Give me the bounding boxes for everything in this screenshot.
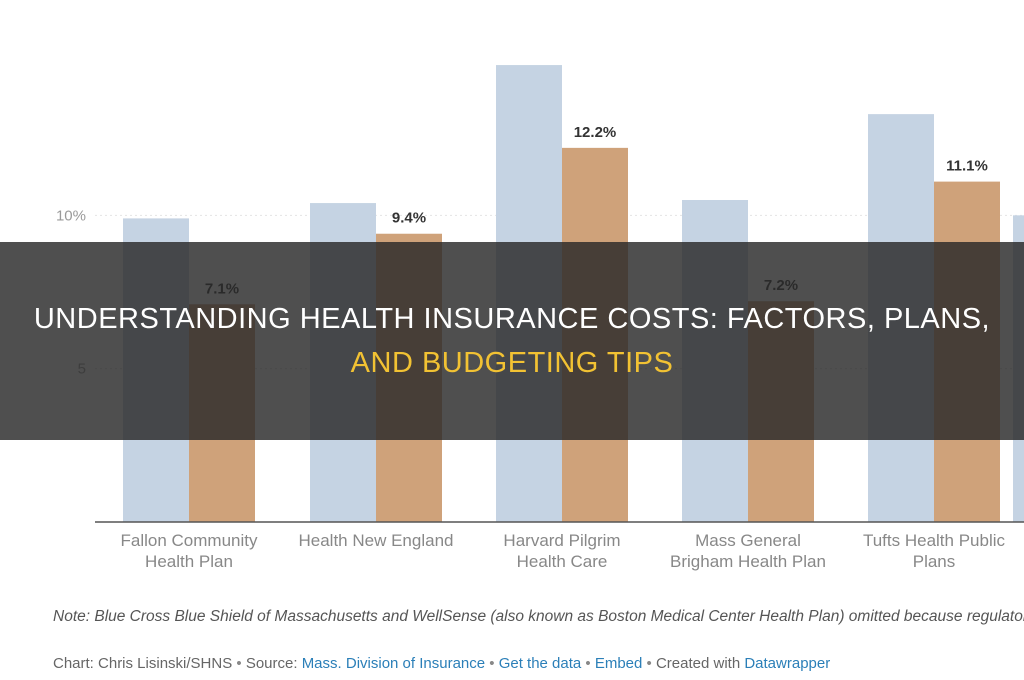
category-label: Mass General	[695, 531, 801, 550]
category-label: Health Plan	[145, 552, 233, 571]
data-label: 9.4%	[392, 210, 426, 227]
credit-separator: •	[585, 655, 595, 672]
category-label: Brigham Health Plan	[670, 552, 826, 571]
category-label: Health Care	[517, 552, 608, 571]
banner-title-line-2: and Budgeting Tips	[350, 347, 674, 379]
get-data-link[interactable]: Get the data	[498, 655, 582, 672]
data-label: 12.2%	[574, 124, 617, 141]
data-label: 11.1%	[946, 158, 988, 175]
credit-separator: •	[236, 655, 246, 672]
chart-credit: Chart: Chris Lisinski/SHNS • Source: Mas…	[53, 655, 1024, 672]
category-labels: Fallon Community Health Plan Health New En…	[121, 531, 1006, 571]
title-banner: Understanding Health Insurance Costs: Fa…	[0, 242, 1024, 440]
y-tick-label: 10%	[56, 207, 86, 224]
category-label: Health New England	[299, 531, 454, 550]
embed-link[interactable]: Embed	[594, 655, 643, 672]
chart-note: Note: Blue Cross Blue Shield of Massachu…	[53, 608, 1024, 625]
source-link[interactable]: Mass. Division of Insurance	[301, 655, 486, 672]
credit-source-label: Source:	[245, 655, 302, 672]
category-label: Harvard Pilgrim	[503, 531, 620, 550]
banner-title-line-1: Understanding Health Insurance Costs: Fa…	[33, 303, 991, 335]
category-label: Tufts Health Public	[863, 531, 1006, 550]
credit-separator: •	[489, 655, 499, 672]
credit-author: Chart: Chris Lisinski/SHNS	[53, 655, 233, 672]
category-label: Plans	[913, 552, 956, 571]
created-with-label: Created with	[655, 655, 745, 672]
credit-separator: •	[646, 655, 656, 672]
datawrapper-link[interactable]: Datawrapper	[744, 655, 831, 672]
category-label: Fallon Community	[121, 531, 258, 550]
